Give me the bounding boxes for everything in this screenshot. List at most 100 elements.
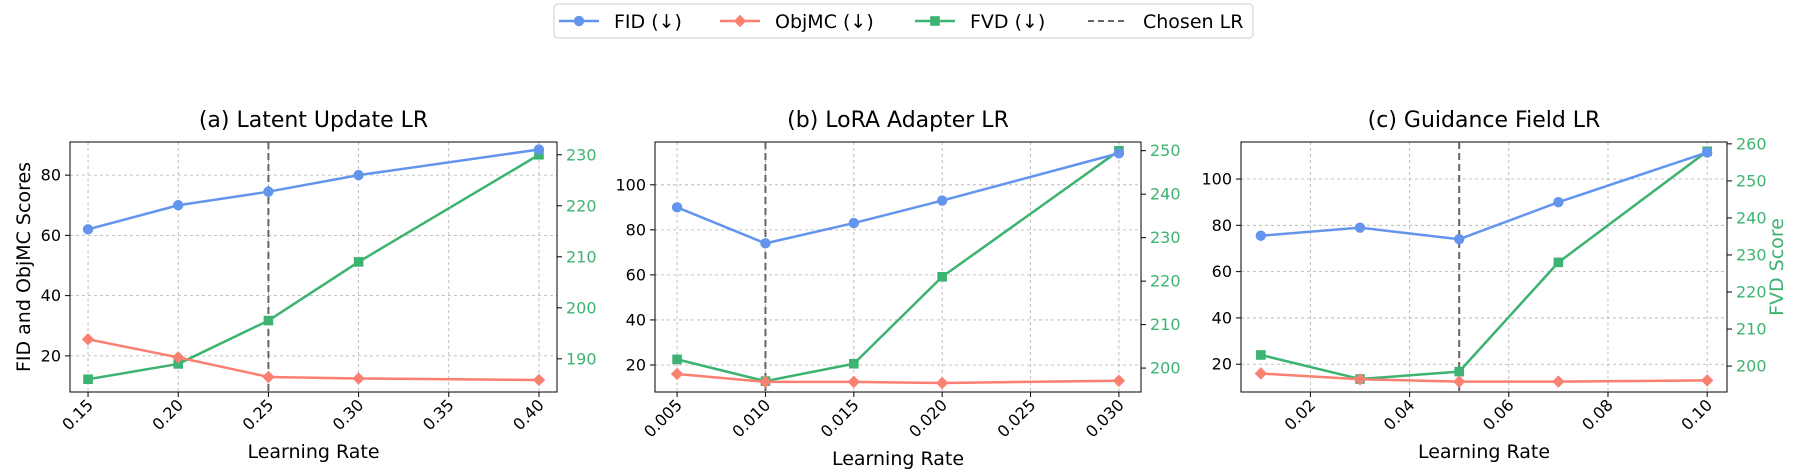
data-point-objmc: [759, 375, 772, 389]
data-point-fid: [1454, 234, 1465, 245]
data-point-fvd: [849, 358, 859, 369]
data-point-fvd: [83, 374, 93, 385]
y-tick-label-left: 100: [1201, 170, 1232, 189]
data-point-fvd: [1454, 366, 1465, 377]
x-tick-label: 0.025: [994, 395, 1040, 441]
series-fvd: [672, 145, 1124, 386]
y-tick-label-left: 100: [615, 175, 646, 194]
legend-marker-fid: [573, 15, 585, 27]
x-axis-label: Learning Rate: [1418, 441, 1550, 463]
data-point-fvd: [937, 271, 947, 282]
x-tick-label: 0.010: [728, 395, 774, 441]
data-point-objmc: [1254, 367, 1268, 380]
series-fid: [82, 144, 545, 235]
data-point-fid: [936, 195, 948, 206]
legend-label-chosen: Chosen LR: [1143, 11, 1243, 33]
legend-label-fid: FID (↓): [614, 11, 682, 33]
data-point-objmc: [532, 373, 546, 387]
data-point-fvd: [672, 354, 682, 365]
chart-panels: 20 40 60 80 190 200 210 220 230 0.15 0.20 0.25 0.30 0…: [13, 108, 1788, 470]
y-tick-label-right: 210: [1150, 315, 1181, 334]
grid: [1241, 142, 1727, 392]
chart-panel-3: 20 40 60 80 100 200 210 220 230 240 250 260 0.02 0.04…: [1201, 108, 1788, 463]
data-point-fvd: [353, 257, 364, 267]
axes-frame: [1240, 141, 1728, 393]
panel-title: (a) Latent Update LR: [199, 108, 428, 133]
data-point-objmc: [1353, 373, 1367, 386]
data-point-fid: [82, 224, 94, 235]
x-tick-label: 0.15: [58, 395, 97, 434]
y-tick-label-left: 40: [41, 286, 61, 305]
data-point-objmc: [1112, 374, 1126, 387]
x-tick-label: 0.25: [239, 395, 278, 434]
y-tick-label-right: 200: [566, 298, 597, 317]
chart-panel-1: 20 40 60 80 190 200 210 220 230 0.15 0.20 0.25 0.30 0…: [13, 108, 597, 463]
data-point-fid: [1354, 222, 1366, 233]
data-point-objmc: [935, 376, 949, 390]
data-point-objmc: [1552, 375, 1565, 388]
data-point-fvd: [173, 359, 184, 369]
series-objmc: [81, 333, 546, 387]
series-fvd: [83, 149, 544, 385]
data-point-fvd: [1553, 257, 1564, 268]
data-point-fid: [1113, 148, 1125, 159]
x-tick-label: 0.06: [1479, 395, 1518, 434]
x-tick-label: 0.30: [329, 395, 368, 434]
series-line-fvd: [87, 153, 540, 381]
series-line-objmc: [1260, 372, 1708, 383]
series-fvd: [1256, 146, 1712, 384]
legend-frame: [553, 3, 1254, 39]
data-point-fid: [533, 144, 545, 155]
data-point-objmc: [262, 370, 275, 384]
series-objmc: [1254, 367, 1714, 388]
data-point-fid: [760, 238, 771, 249]
x-tick-label: 0.005: [640, 395, 686, 441]
data-point-fid: [1255, 230, 1267, 241]
grid: [70, 142, 557, 392]
y-tick-label-right: 210: [1736, 320, 1767, 339]
series-objmc: [670, 367, 1126, 390]
y-tick-label-left: 80: [1212, 216, 1232, 235]
data-point-fid: [353, 169, 364, 181]
data-point-objmc: [352, 372, 365, 385]
series-line-fvd: [1260, 150, 1708, 381]
legend-marker-fvd: [930, 16, 940, 26]
y-tick-label-left: 60: [41, 226, 61, 245]
y-tick-label-left: 20: [626, 355, 646, 374]
data-point-objmc: [670, 367, 684, 381]
x-tick-label: 0.10: [1677, 395, 1716, 434]
y-tick-label-right: 240: [1736, 208, 1767, 227]
data-point-objmc: [1700, 374, 1714, 387]
legend-label-objmc: ObjMC (↓): [775, 11, 874, 33]
y-tick-label-left: 20: [41, 346, 61, 365]
axes-frame: [69, 141, 558, 393]
series-fid: [671, 148, 1125, 249]
data-point-fid: [1701, 147, 1713, 158]
series-line-fid: [87, 148, 540, 231]
x-tick-label: 0.04: [1380, 395, 1419, 434]
y-tick-label-left: 80: [626, 220, 646, 239]
data-point-fvd: [1256, 350, 1266, 360]
x-tick-label: 0.08: [1578, 395, 1617, 434]
axes-frame: [654, 141, 1142, 393]
chart-panel-2: 20 40 60 80 100 200 210 220 230 240 250 0.005 0.010 0…: [615, 108, 1180, 470]
y-tick-label-right: 200: [1150, 359, 1181, 378]
x-tick-label: 0.020: [905, 395, 951, 441]
y-tick-label-left: 80: [41, 166, 61, 185]
legend-item-objmc: ObjMC (↓): [720, 11, 874, 33]
data-point-objmc: [81, 333, 95, 346]
y-tick-label-left: 20: [1212, 355, 1232, 374]
y-axis-label-left: FID and ObjMC Scores: [13, 162, 35, 372]
data-point-fid: [173, 200, 184, 211]
y-tick-label-right: 220: [1736, 283, 1767, 302]
y-tick-label-left: 60: [1212, 262, 1232, 281]
y-tick-label-right: 190: [566, 349, 597, 368]
x-axis-label: Learning Rate: [247, 441, 379, 463]
data-point-fid: [848, 217, 860, 229]
legend-label-fvd: FVD (↓): [970, 11, 1045, 33]
x-tick-label: 0.35: [419, 395, 458, 434]
y-tick-label-right: 230: [1150, 228, 1181, 247]
y-tick-label-right: 220: [1150, 272, 1181, 291]
panel-title: (c) Guidance Field LR: [1368, 108, 1601, 133]
y-tick-label-right: 240: [1150, 185, 1181, 204]
